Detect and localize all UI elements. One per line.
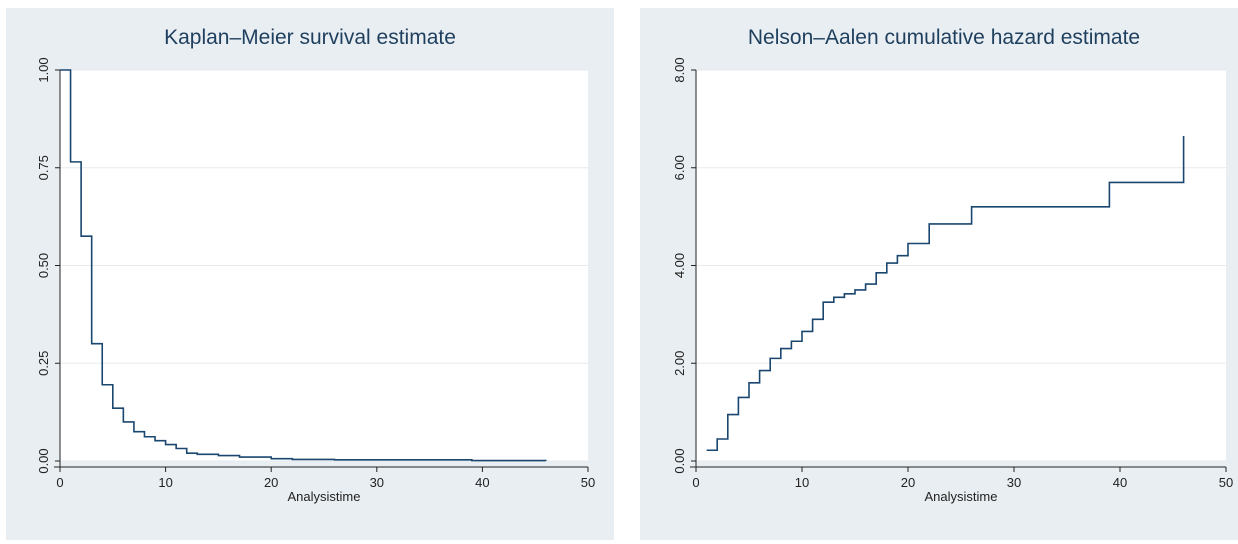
km-x-tick-label: 50	[581, 475, 595, 490]
km-chart-panel: 0 10 20 30 40 50 0.00 0.25 0.50 0.75 1.00 Analysist…	[6, 8, 614, 540]
na-y-tick-label: 8.00	[672, 57, 687, 82]
na-chart: 0 10 20 30 40 50 0.00 2.00 4.00 6.00 8.00 Analysist…	[672, 57, 1233, 504]
km-chart: 0 10 20 30 40 50 0.00 0.25 0.50 0.75 1.00 Analysist…	[36, 57, 595, 504]
na-x-tick-label: 50	[1219, 475, 1233, 490]
km-x-axis-label: Analysistime	[288, 489, 361, 504]
na-x-tick-label: 20	[901, 475, 915, 490]
na-y-tick-label: 2.00	[672, 351, 687, 376]
na-chart-panel: 0 10 20 30 40 50 0.00 2.00 4.00 6.00 8.00 Analysist…	[640, 8, 1238, 540]
km-x-tick-label: 20	[264, 475, 278, 490]
na-y-tick-label: 4.00	[672, 253, 687, 278]
km-x-tick-label: 0	[56, 475, 63, 490]
km-chart-title: Kaplan–Meier survival estimate	[164, 26, 456, 49]
km-y-tick-label: 0.25	[36, 351, 51, 376]
na-x-tick-label: 30	[1007, 475, 1021, 490]
na-x-axis-label: Analysistime	[925, 489, 998, 504]
na-y-tick-label: 0.00	[672, 448, 687, 473]
km-y-tick-label: 0.50	[36, 253, 51, 278]
na-chart-title: Nelson–Aalen cumulative hazard estimate	[747, 26, 1141, 49]
na-x-tick-label: 40	[1113, 475, 1127, 490]
na-x-tick-label: 0	[692, 475, 699, 490]
km-y-tick-label: 0.75	[36, 155, 51, 180]
km-x-tick-label: 30	[370, 475, 384, 490]
na-series-line	[706, 135, 1185, 452]
km-y-tick-label: 0.00	[36, 448, 51, 473]
km-series-line	[60, 69, 547, 462]
na-x-tick-label: 10	[795, 475, 809, 490]
km-x-tick-label: 40	[475, 475, 489, 490]
na-y-tick-label: 6.00	[672, 155, 687, 180]
km-x-tick-label: 10	[158, 475, 172, 490]
km-y-tick-label: 1.00	[36, 57, 51, 82]
